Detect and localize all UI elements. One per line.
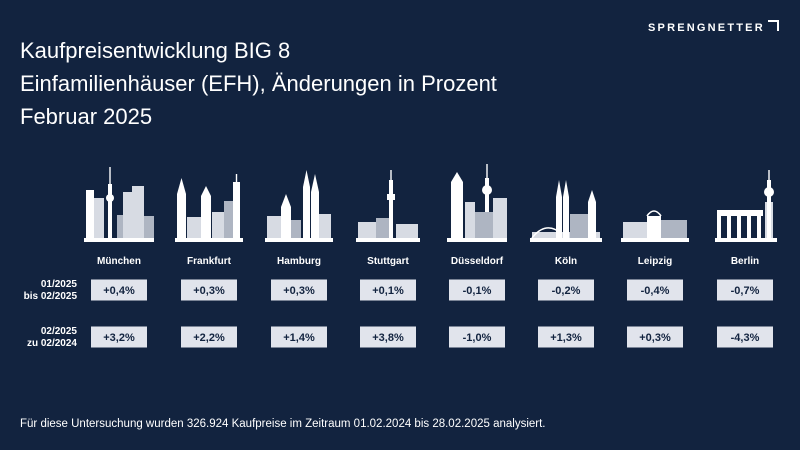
value-label-r1-c1: +0,4% [103, 285, 135, 297]
value-label-r2-c6: +1,3% [550, 332, 582, 344]
row-label-2-line-2: zu 02/2024 [27, 338, 77, 349]
value-tile-r1-c1 [91, 279, 147, 301]
skyline-icon-1 [84, 167, 154, 242]
value-label-r2-c3: +1,4% [283, 332, 315, 344]
sprengnetter-logo: SPRENGNETTER [648, 19, 779, 34]
value-tile-r1-c4 [360, 279, 416, 301]
logo-corner-icon [767, 19, 779, 31]
value-tile-r1-c3 [271, 279, 327, 301]
skyline-icon-8 [715, 170, 777, 242]
value-tile-r2-c7 [627, 326, 683, 348]
footnote: Für diese Untersuchung wurden 326.924 Ka… [20, 418, 546, 430]
value-tile-r2-c6 [538, 326, 594, 348]
title-block: Kaufpreisentwicklung BIG 8 Einfamilienhä… [20, 34, 497, 133]
value-tile-r2-c2 [181, 326, 237, 348]
chart-title: Kaufpreisentwicklung BIG 8 [20, 38, 291, 63]
value-tile-r1-c5 [449, 279, 505, 301]
row-label-2-line-1: 02/2025 [41, 326, 78, 337]
value-label-r1-c7: -0,4% [641, 285, 670, 297]
value-tile-r1-c8 [717, 279, 773, 301]
value-label-r1-c4: +0,1% [372, 285, 404, 297]
value-tile-r1-c7 [627, 279, 683, 301]
value-tile-r1-c2 [181, 279, 237, 301]
column-header-6: Köln [555, 256, 577, 267]
logo-text: SPRENGNETTER [648, 22, 765, 34]
value-tile-r2-c3 [271, 326, 327, 348]
value-label-r1-c2: +0,3% [193, 285, 225, 297]
chart-subtitle: Einfamilienhäuser (EFH), Änderungen in P… [20, 71, 497, 96]
value-label-r2-c8: -4,3% [731, 332, 760, 344]
row-label-1-line-2: bis 02/2025 [24, 291, 78, 302]
skyline-icon-2 [175, 174, 243, 242]
column-header-3: Hamburg [277, 256, 321, 267]
value-label-r1-c8: -0,7% [731, 285, 760, 297]
value-tile-r2-c1 [91, 326, 147, 348]
skyline-icon-3 [265, 170, 333, 242]
value-label-r2-c7: +0,3% [639, 332, 671, 344]
value-label-r2-c5: -1,0% [463, 332, 492, 344]
value-tile-r2-c5 [449, 326, 505, 348]
value-label-r2-c1: +3,2% [103, 332, 135, 344]
value-label-r1-c3: +0,3% [283, 285, 315, 297]
value-label-r1-c5: -0,1% [463, 285, 492, 297]
column-header-8: Berlin [731, 256, 759, 267]
value-tile-r1-c6 [538, 279, 594, 301]
skyline-icon-7 [621, 210, 689, 242]
value-label-r2-c4: +3,8% [372, 332, 404, 344]
column-header-7: Leipzig [638, 256, 672, 267]
skyline-icon-6 [530, 180, 602, 242]
column-header-2: Frankfurt [187, 256, 232, 267]
chart-date: Februar 2025 [20, 104, 153, 129]
value-tile-r2-c4 [360, 326, 416, 348]
column-header-5: Düsseldorf [451, 256, 504, 267]
value-label-r2-c2: +2,2% [193, 332, 225, 344]
value-tile-r2-c8 [717, 326, 773, 348]
skyline-icon-5 [447, 164, 507, 242]
value-label-r1-c6: -0,2% [552, 285, 581, 297]
column-header-1: München [97, 256, 141, 267]
skyline-icon-4 [356, 170, 420, 242]
row-label-1-line-1: 01/2025 [41, 279, 78, 290]
column-header-4: Stuttgart [367, 256, 409, 267]
